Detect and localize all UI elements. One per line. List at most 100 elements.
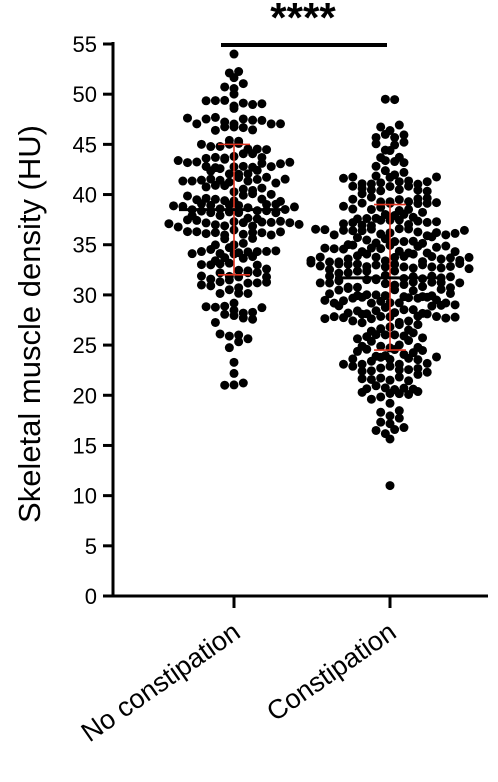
data-point: [348, 226, 358, 236]
data-point: [201, 229, 211, 239]
data-point: [220, 301, 230, 311]
data-point: [238, 98, 248, 108]
data-point: [408, 263, 418, 273]
data-point: [183, 227, 192, 237]
data-point: [413, 216, 423, 226]
data-point: [201, 153, 211, 163]
data-point: [371, 139, 381, 149]
data-point: [464, 264, 474, 274]
data-point: [206, 174, 216, 184]
data-point: [196, 271, 206, 281]
data-point: [376, 352, 386, 362]
data-point: [422, 177, 432, 187]
data-point: [220, 181, 230, 191]
data-point: [234, 67, 244, 77]
data-point: [206, 274, 216, 284]
data-point: [210, 152, 220, 162]
data-point: [390, 285, 400, 295]
data-point: [385, 481, 395, 491]
data-point: [238, 161, 248, 171]
data-point: [432, 198, 441, 208]
data-point: [366, 185, 376, 195]
data-point: [408, 249, 418, 259]
data-point: [325, 265, 335, 275]
data-point: [201, 96, 211, 106]
data-point: [252, 260, 262, 270]
data-point: [362, 266, 372, 276]
data-point: [455, 259, 465, 269]
data-point: [380, 234, 390, 244]
data-point: [348, 316, 358, 326]
data-point: [243, 176, 253, 186]
data-point: [238, 149, 248, 159]
data-point: [192, 119, 202, 129]
data-point: [343, 259, 353, 269]
data-point: [366, 394, 376, 404]
data-point: [390, 132, 400, 142]
data-point: [352, 282, 362, 292]
y-tick-label: 35: [73, 233, 97, 258]
data-point: [399, 262, 409, 272]
data-point: [366, 366, 376, 376]
data-point: [215, 288, 225, 298]
data-point: [334, 285, 344, 295]
data-point: [257, 228, 267, 238]
data-point: [329, 244, 339, 254]
data-point: [376, 122, 386, 132]
data-point: [215, 164, 225, 174]
data-point: [394, 406, 404, 416]
data-point: [418, 345, 428, 355]
data-point: [422, 309, 432, 319]
data-point: [220, 234, 230, 244]
data-point: [248, 233, 258, 243]
data-point: [320, 243, 330, 253]
data-point: [224, 285, 234, 295]
data-point: [394, 120, 404, 130]
data-point: [196, 175, 206, 185]
data-point: [427, 232, 437, 242]
data-point: [320, 225, 330, 235]
data-point: [243, 278, 253, 288]
data-point: [234, 272, 244, 282]
data-point: [206, 166, 216, 176]
data-point: [436, 263, 446, 273]
data-point: [329, 230, 339, 240]
data-point: [329, 312, 339, 322]
data-point: [394, 389, 404, 399]
data-point: [352, 334, 362, 344]
data-point: [248, 307, 258, 317]
data-point: [169, 201, 179, 211]
data-point: [348, 218, 358, 228]
data-point: [229, 49, 239, 59]
data-point: [464, 252, 474, 262]
data-point: [252, 268, 262, 278]
data-point: [371, 171, 381, 181]
data-point: [178, 176, 188, 186]
data-point: [234, 337, 244, 347]
x-tick-label: Constipation: [261, 616, 401, 727]
data-point: [394, 365, 404, 375]
data-point: [371, 161, 381, 171]
data-point: [262, 172, 272, 182]
data-point: [432, 172, 441, 182]
data-point: [366, 336, 376, 346]
data-point: [371, 260, 381, 270]
data-point: [252, 278, 262, 288]
data-point: [229, 368, 239, 378]
data-point: [334, 268, 344, 278]
data-point: [380, 156, 390, 166]
data-point: [413, 199, 423, 209]
data-point: [173, 156, 183, 166]
data-point: [455, 278, 465, 288]
data-point: [366, 192, 376, 202]
data-point: [357, 189, 367, 199]
data-point: [422, 198, 432, 208]
data-point: [262, 145, 272, 155]
data-point: [276, 119, 285, 129]
data-point: [229, 298, 239, 308]
data-point: [229, 103, 239, 113]
data-point: [436, 284, 446, 294]
data-point: [266, 189, 276, 199]
data-point: [248, 189, 258, 199]
data-point: [376, 392, 386, 402]
